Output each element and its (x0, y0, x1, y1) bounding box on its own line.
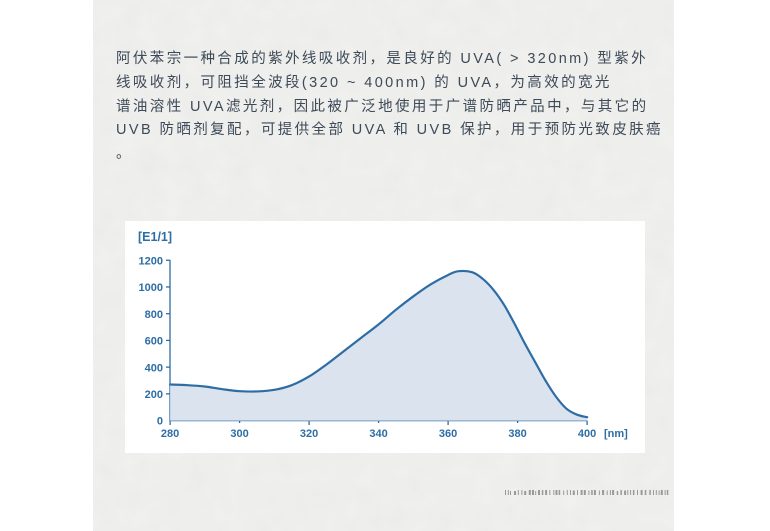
svg-text:200: 200 (145, 389, 163, 401)
svg-text:800: 800 (145, 309, 163, 321)
svg-text:400: 400 (145, 362, 163, 374)
svg-text:[E1/1]: [E1/1] (138, 230, 172, 244)
svg-text:600: 600 (145, 336, 163, 348)
svg-text:380: 380 (508, 428, 526, 440)
svg-text:280: 280 (161, 428, 179, 440)
svg-text:[nm]: [nm] (604, 428, 628, 440)
svg-text:300: 300 (230, 428, 248, 440)
svg-text:360: 360 (439, 428, 457, 440)
svg-text:320: 320 (300, 428, 318, 440)
svg-text:0: 0 (157, 416, 163, 428)
svg-text:400: 400 (578, 428, 596, 440)
svg-text:1200: 1200 (139, 256, 163, 268)
svg-text:340: 340 (369, 428, 387, 440)
svg-text:1000: 1000 (139, 282, 163, 294)
